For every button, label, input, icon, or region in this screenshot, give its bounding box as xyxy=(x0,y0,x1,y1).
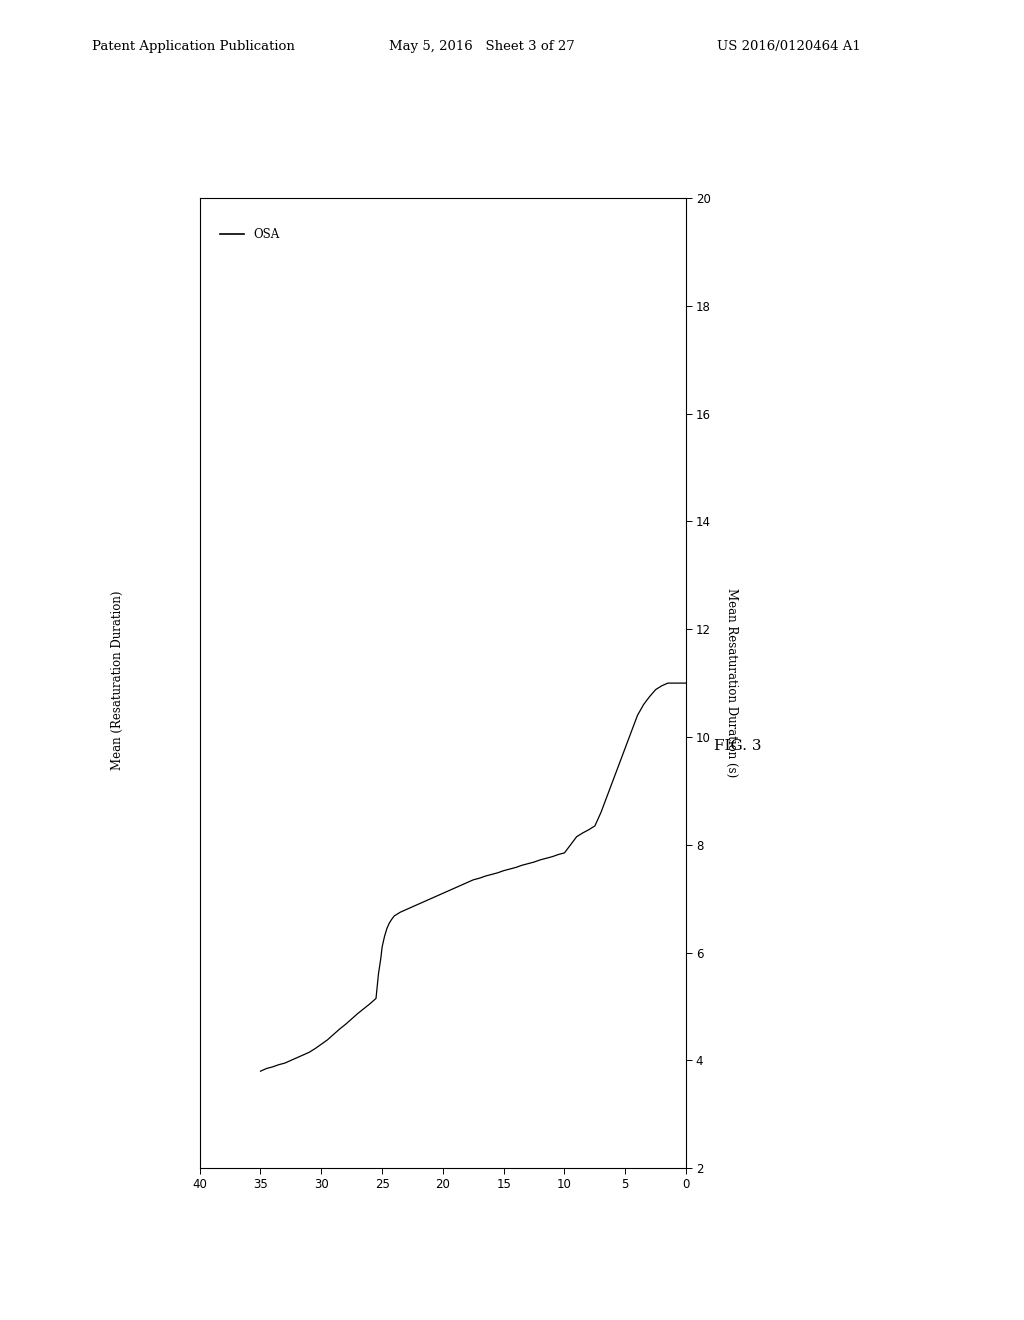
Text: FIG. 3: FIG. 3 xyxy=(714,739,761,752)
Legend: OSA: OSA xyxy=(215,223,284,246)
Text: Patent Application Publication: Patent Application Publication xyxy=(92,40,295,53)
Text: Mean (Resaturation Duration): Mean (Resaturation Duration) xyxy=(112,590,124,770)
Y-axis label: Mean Resaturation Duration (s): Mean Resaturation Duration (s) xyxy=(725,589,737,777)
Text: US 2016/0120464 A1: US 2016/0120464 A1 xyxy=(717,40,860,53)
Text: May 5, 2016   Sheet 3 of 27: May 5, 2016 Sheet 3 of 27 xyxy=(389,40,574,53)
